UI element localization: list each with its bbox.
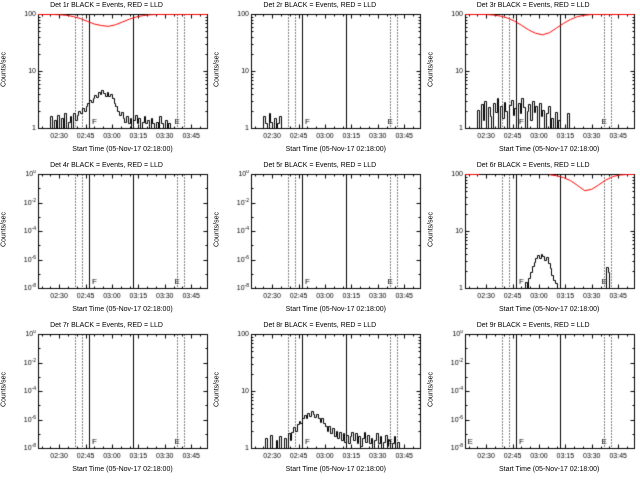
plot-canvas-det-7r (0, 330, 213, 466)
panel-title: Det 2r BLACK = Events, RED = LLD (263, 2, 377, 9)
x-axis-label: Start Time (05-Nov-17 02:18:00) (498, 306, 600, 313)
panel-det-4r: Det 4r BLACK = Events, RED = LLD Counts/… (0, 160, 213, 320)
plot-canvas-det-9r (426, 330, 640, 466)
panel-det-3r: Det 3r BLACK = Events, RED = LLD Counts/… (426, 0, 640, 160)
panel-det-1r: Det 1r BLACK = Events, RED = LLD Counts/… (0, 0, 213, 160)
plot-canvas-det-1r (0, 10, 213, 146)
x-axis-label: Start Time (05-Nov-17 02:18:00) (498, 146, 600, 153)
plot-canvas-det-6r (426, 170, 640, 306)
panel-title: Det 3r BLACK = Events, RED = LLD (476, 2, 590, 9)
panel-det-7r: Det 7r BLACK = Events, RED = LLD Counts/… (0, 320, 213, 480)
x-axis-label: Start Time (05-Nov-17 02:18:00) (285, 306, 387, 313)
panel-title: Det 1r BLACK = Events, RED = LLD (50, 2, 163, 9)
panel-title: Det 5r BLACK = Events, RED = LLD (263, 162, 377, 169)
panel-title: Det 7r BLACK = Events, RED = LLD (50, 322, 163, 329)
plot-canvas-det-5r (213, 170, 427, 306)
plot-canvas-det-2r (213, 10, 427, 146)
panel-det-8r: Det 8r BLACK = Events, RED = LLD Counts/… (213, 320, 427, 480)
plot-canvas-det-3r (426, 10, 640, 146)
panel-title: Det 8r BLACK = Events, RED = LLD (263, 322, 377, 329)
panel-det-2r: Det 2r BLACK = Events, RED = LLD Counts/… (213, 0, 427, 160)
plot-canvas-det-4r (0, 170, 213, 306)
panel-title: Det 4r BLACK = Events, RED = LLD (50, 162, 163, 169)
x-axis-label: Start Time (05-Nov-17 02:18:00) (72, 306, 173, 313)
x-axis-label: Start Time (05-Nov-17 02:18:00) (285, 466, 387, 473)
x-axis-label: Start Time (05-Nov-17 02:18:00) (498, 466, 600, 473)
plot-canvas-det-8r (213, 330, 427, 466)
x-axis-label: Start Time (05-Nov-17 02:18:00) (285, 146, 387, 153)
panel-det-5r: Det 5r BLACK = Events, RED = LLD Counts/… (213, 160, 427, 320)
x-axis-label: Start Time (05-Nov-17 02:18:00) (72, 466, 173, 473)
x-axis-label: Start Time (05-Nov-17 02:18:00) (72, 146, 173, 153)
panel-title: Det 9r BLACK = Events, RED = LLD (476, 322, 590, 329)
panel-title: Det 6r BLACK = Events, RED = LLD (476, 162, 590, 169)
panel-det-6r: Det 6r BLACK = Events, RED = LLD Counts/… (426, 160, 640, 320)
panel-det-9r: Det 9r BLACK = Events, RED = LLD Counts/… (426, 320, 640, 480)
